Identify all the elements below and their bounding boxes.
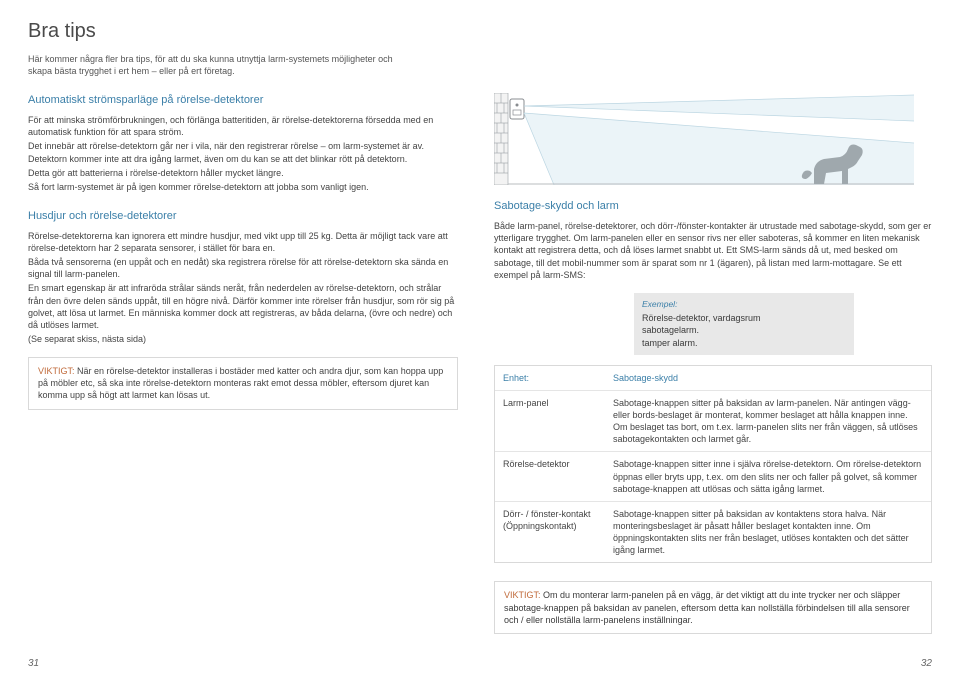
pets-body: Rörelse-detektorerna kan ignorera ett mi…	[28, 230, 458, 345]
important-label: VIKTIGT:	[504, 590, 541, 600]
section-heading-powersave: Automatiskt strömsparläge på rörelse-det…	[28, 93, 458, 108]
table-row: Rörelse-detektor Sabotage-knappen sitter…	[495, 452, 931, 501]
table-cell-unit: Dörr- / fönster-kontakt (Öppningskontakt…	[495, 502, 605, 563]
important-box-left: VIKTIGT: När en rörelse-detektor install…	[28, 357, 458, 409]
right-column: Sabotage-skydd och larm Både larm-panel,…	[494, 93, 932, 634]
table-row: Dörr- / fönster-kontakt (Öppningskontakt…	[495, 502, 931, 563]
section-heading-pets: Husdjur och rörelse-detektorer	[28, 209, 458, 224]
sabotage-table: Enhet: Sabotage-skydd Larm-panel Sabotag…	[494, 365, 932, 564]
important-text: När en rörelse-detektor installeras i bo…	[38, 366, 443, 400]
important-label: VIKTIGT:	[38, 366, 75, 376]
example-label: Exempel:	[642, 299, 846, 310]
table-cell-desc: Sabotage-knappen sitter på baksidan av l…	[605, 391, 931, 452]
paragraph: För att minska strömförbrukningen, och f…	[28, 114, 458, 138]
page-number-right: 32	[921, 657, 932, 671]
paragraph: En smart egenskap är att infraröda strål…	[28, 282, 458, 331]
table-header: Sabotage-skydd	[605, 366, 931, 390]
page-title: Bra tips	[28, 18, 932, 45]
paragraph: Så fort larm-systemet är på igen kommer …	[28, 181, 458, 193]
table-cell-desc: Sabotage-knappen sitter på baksidan av k…	[605, 502, 931, 563]
section-heading-sabotage: Sabotage-skydd och larm	[494, 199, 932, 214]
table-header-row: Enhet: Sabotage-skydd	[495, 366, 931, 391]
paragraph: (Se separat skiss, nästa sida)	[28, 333, 458, 345]
left-column: Automatiskt strömsparläge på rörelse-det…	[28, 93, 458, 634]
paragraph: Både larm-panel, rörelse-detektorer, och…	[494, 220, 932, 281]
sabotage-body: Både larm-panel, rörelse-detektorer, och…	[494, 220, 932, 281]
example-line: sabotagelarm.	[642, 324, 846, 336]
paragraph: Det innebär att rörelse-detektorn går ne…	[28, 140, 458, 164]
table-cell-unit: Larm-panel	[495, 391, 605, 452]
important-text: Om du monterar larm-panelen på en vägg, …	[504, 590, 910, 624]
paragraph: Detta gör att batterierna i rörelse-dete…	[28, 167, 458, 179]
example-line: tamper alarm.	[642, 337, 846, 349]
intro-text: Här kommer några fler bra tips, för att …	[28, 53, 408, 77]
table-row: Larm-panel Sabotage-knappen sitter på ba…	[495, 391, 931, 453]
table-cell-unit: Rörelse-detektor	[495, 452, 605, 500]
important-box-right: VIKTIGT: Om du monterar larm-panelen på …	[494, 581, 932, 633]
table-header: Enhet:	[495, 366, 605, 390]
sms-example-box: Exempel: Rörelse-detektor, vardagsrum sa…	[634, 293, 854, 355]
page-number-left: 31	[28, 657, 39, 671]
table-cell-desc: Sabotage-knappen sitter inne i själva rö…	[605, 452, 931, 500]
paragraph: Rörelse-detektorerna kan ignorera ett mi…	[28, 230, 458, 254]
powersave-body: För att minska strömförbrukningen, och f…	[28, 114, 458, 193]
example-line: Rörelse-detektor, vardagsrum	[642, 312, 846, 324]
motion-detector-diagram	[494, 93, 932, 185]
paragraph: Båda två sensorerna (en uppåt och en ned…	[28, 256, 458, 280]
